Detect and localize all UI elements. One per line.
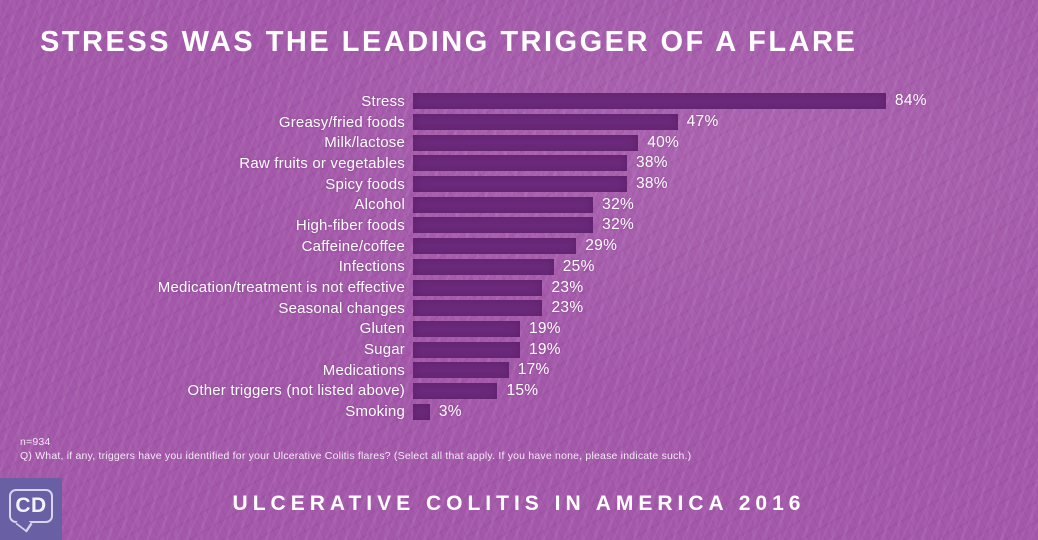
footer: CD [0, 478, 1038, 540]
bar-value-label: 23% [551, 278, 584, 296]
bar-category-label: Raw fruits or vegetables [239, 154, 405, 172]
bar [413, 382, 498, 399]
bar [413, 403, 430, 420]
bar-category-label: High-fiber foods [295, 216, 405, 234]
bar-rows: Stress 84% Greasy/fried foods 47% Milk/lacto… [0, 91, 1038, 422]
bar-track: 84% [413, 92, 1038, 110]
sample-size-note: n=934 [20, 436, 51, 448]
bar-value-label: 38% [635, 154, 668, 172]
bar [413, 362, 509, 379]
bar-category-label: Smoking [345, 403, 405, 421]
bar [413, 300, 543, 317]
bar-category-label: Caffeine/coffee [301, 237, 405, 255]
bar-category-label: Greasy/fried foods [278, 113, 405, 131]
bar-track: 38% [413, 175, 1038, 193]
bar-category-label: Sugar [363, 341, 405, 359]
bar-track: 32% [413, 196, 1038, 214]
bar-track: 19% [413, 341, 1038, 359]
bar [413, 134, 639, 151]
bar-row: Greasy/fried foods 47% [0, 112, 1038, 133]
bar-track: 17% [413, 361, 1038, 379]
bar-track: 15% [413, 382, 1038, 400]
logo-text: CD [15, 494, 47, 517]
bar-category-label: Infections [338, 258, 405, 276]
bar [413, 279, 543, 296]
bar-value-label: 25% [562, 257, 595, 275]
bar-row: Sugar 19% [0, 339, 1038, 360]
cd-logo: CD [0, 478, 62, 540]
bar-value-label: 40% [647, 133, 680, 151]
bar [413, 258, 554, 275]
bar-track: 23% [413, 299, 1038, 317]
bar-value-label: 29% [585, 237, 618, 255]
bar [413, 196, 594, 213]
bar-row: Other triggers (not listed above) 15% [0, 381, 1038, 402]
bar [413, 217, 594, 234]
bar-row: Seasonal changes 23% [0, 298, 1038, 319]
bar-row: Alcohol 32% [0, 194, 1038, 215]
bar-value-label: 15% [506, 381, 539, 399]
bar [413, 341, 520, 358]
bar [413, 114, 678, 131]
bar-category-label: Spicy foods [325, 175, 405, 193]
bar-value-label: 32% [602, 216, 635, 234]
bar-row: Gluten 19% [0, 319, 1038, 340]
bar-track: 38% [413, 154, 1038, 172]
bar [413, 155, 627, 172]
bar-value-label: 19% [528, 319, 561, 337]
bar-category-label: Milk/lactose [324, 134, 405, 152]
bar-track: 47% [413, 113, 1038, 131]
speech-bubble-icon: CD [9, 489, 53, 523]
bar-chart: Stress 84% Greasy/fried foods 47% Milk/lacto… [0, 91, 1038, 422]
bar-row: Medications 17% [0, 360, 1038, 381]
bar-row: Infections 25% [0, 257, 1038, 278]
bar-track: 23% [413, 279, 1038, 297]
bar-track: 19% [413, 320, 1038, 338]
bar-category-label: Medications [322, 361, 405, 379]
bar [413, 93, 886, 110]
bar-track: 29% [413, 237, 1038, 255]
bar-row: Medication/treatment is not effective 23% [0, 277, 1038, 298]
bar-row: Stress 84% [0, 91, 1038, 112]
bar-row: Milk/lactose 40% [0, 132, 1038, 153]
bar [413, 176, 627, 193]
bar-category-label: Gluten [359, 320, 405, 338]
bar-row: Spicy foods 38% [0, 174, 1038, 195]
bar-row: Caffeine/coffee 29% [0, 236, 1038, 257]
bar-value-label: 3% [438, 402, 462, 420]
bar-category-label: Medication/treatment is not effective [157, 279, 405, 297]
bar-row: Raw fruits or vegetables 38% [0, 153, 1038, 174]
bar-track: 25% [413, 258, 1038, 276]
bar [413, 238, 577, 255]
campaign-title: ULCERATIVE COLITIS IN AMERICA 2016 [232, 492, 806, 515]
bar-category-label: Seasonal changes [278, 299, 405, 317]
survey-question-note: Q) What, if any, triggers have you ident… [20, 450, 692, 462]
bar-track: 32% [413, 216, 1038, 234]
bar-value-label: 38% [635, 175, 668, 193]
bar-row: Smoking 3% [0, 401, 1038, 422]
bar-value-label: 19% [528, 340, 561, 358]
bar-category-label: Stress [361, 92, 405, 110]
footnotes: n=934 Q) What, if any, triggers have you… [20, 435, 691, 463]
bar-row: High-fiber foods 32% [0, 215, 1038, 236]
bar-category-label: Other triggers (not listed above) [187, 382, 405, 400]
bar-value-label: 32% [602, 195, 635, 213]
bar-value-label: 23% [551, 299, 584, 317]
chart-title: STRESS WAS THE LEADING TRIGGER OF A FLAR… [40, 26, 858, 58]
bar-value-label: 47% [686, 113, 719, 131]
bar-category-label: Alcohol [354, 196, 405, 214]
bar [413, 320, 520, 337]
bar-value-label: 84% [894, 92, 927, 110]
bar-value-label: 17% [517, 361, 550, 379]
bar-track: 3% [413, 403, 1038, 421]
bar-track: 40% [413, 134, 1038, 152]
